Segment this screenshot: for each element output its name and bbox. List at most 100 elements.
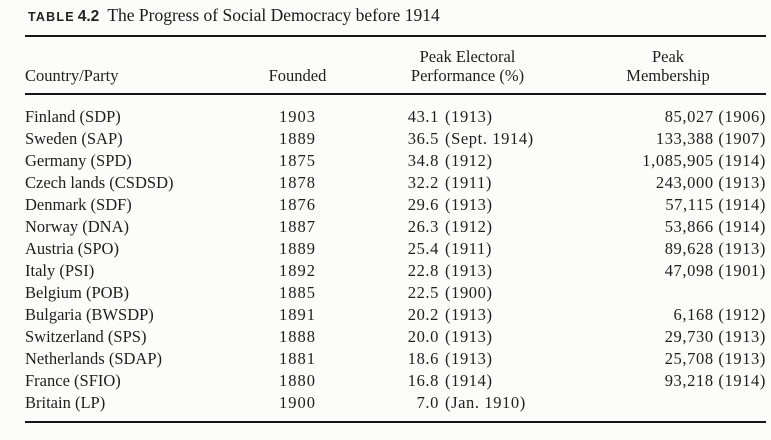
membership-cell: 243,000 (1913) xyxy=(655,173,766,192)
electoral-value: 22.8 xyxy=(407,261,439,280)
founded-cell: 1900 xyxy=(279,393,316,412)
membership-cell: 53,866 (1914) xyxy=(664,217,766,236)
electoral-date: (1900) xyxy=(445,283,493,302)
membership-cell: 29,730 (1913) xyxy=(664,327,766,346)
electoral-value: 29.6 xyxy=(407,195,439,214)
electoral-cell: 36.5 (Sept. 1914) xyxy=(365,128,570,150)
membership-cell: 25,708 (1913) xyxy=(664,349,766,368)
electoral-value: 43.1 xyxy=(407,107,439,126)
electoral-value: 18.6 xyxy=(407,349,439,368)
country-cell: Belgium (POB) xyxy=(25,283,130,302)
country-cell: Czech lands (CSDSD) xyxy=(25,173,174,192)
electoral-cell: 18.6 (1913) xyxy=(365,348,570,370)
table-row: Finland (SDP) 1903 43.1 (1913) 85,027 (19… xyxy=(25,94,766,128)
electoral-date: (1913) xyxy=(445,107,493,126)
electoral-value: 25.4 xyxy=(407,239,439,258)
electoral-cell: 29.6 (1913) xyxy=(365,194,570,216)
electoral-date: (1913) xyxy=(445,305,493,324)
membership-cell: 133,388 (1907) xyxy=(655,129,766,148)
electoral-date: (1913) xyxy=(445,349,493,368)
electoral-date: (1912) xyxy=(445,151,493,170)
country-cell: Bulgaria (BWSDP) xyxy=(25,305,154,324)
electoral-value: 22.5 xyxy=(407,283,439,302)
country-cell: Switzerland (SPS) xyxy=(25,327,147,346)
founded-cell: 1880 xyxy=(279,371,316,390)
table-label: TABLE xyxy=(28,10,75,24)
founded-cell: 1888 xyxy=(279,327,316,346)
electoral-cell: 16.8 (1914) xyxy=(365,370,570,392)
country-cell: Italy (PSI) xyxy=(25,261,95,280)
country-cell: France (SFIO) xyxy=(25,371,121,390)
founded-cell: 1891 xyxy=(279,305,316,324)
membership-cell: 57,115 (1914) xyxy=(665,195,766,214)
electoral-date: (Sept. 1914) xyxy=(445,129,534,148)
electoral-value: 20.0 xyxy=(407,327,439,346)
electoral-cell: 32.2 (1911) xyxy=(365,172,570,194)
electoral-date: (1912) xyxy=(445,217,493,236)
table-row: Britain (LP) 1900 7.0 (Jan. 1910) xyxy=(25,392,766,422)
founded-cell: 1887 xyxy=(279,217,316,236)
header-line: Peak Electoral xyxy=(419,47,516,66)
electoral-value: 34.8 xyxy=(407,151,439,170)
country-cell: Denmark (SDF) xyxy=(25,195,132,214)
electoral-cell: 22.8 (1913) xyxy=(365,260,570,282)
table-row: Switzerland (SPS) 1888 20.0 (1913) 29,730… xyxy=(25,326,766,348)
founded-cell: 1903 xyxy=(279,107,316,126)
electoral-date: (Jan. 1910) xyxy=(445,393,526,412)
electoral-cell: 22.5 (1900) xyxy=(365,282,570,304)
electoral-date: (1911) xyxy=(445,173,492,192)
founded-cell: 1889 xyxy=(279,129,316,148)
table-header: Country/Party Founded Peak Electoral Per… xyxy=(25,36,766,95)
electoral-cell: 20.0 (1913) xyxy=(365,326,570,348)
table-row: Italy (PSI) 1892 22.8 (1913) 47,098 (1901… xyxy=(25,260,766,282)
founded-cell: 1878 xyxy=(279,173,316,192)
country-cell: Netherlands (SDAP) xyxy=(25,349,163,368)
membership-cell: 47,098 (1901) xyxy=(664,261,766,280)
founded-cell: 1889 xyxy=(279,239,316,258)
table-row: Netherlands (SDAP) 1881 18.6 (1913) 25,70… xyxy=(25,348,766,370)
table-row: Austria (SPO) 1889 25.4 (1911) 89,628 (19… xyxy=(25,238,766,260)
founded-cell: 1875 xyxy=(279,151,316,170)
table-row: Czech lands (CSDSD) 1878 32.2 (1911) 243,… xyxy=(25,172,766,194)
electoral-value: 7.0 xyxy=(416,393,439,412)
electoral-date: (1913) xyxy=(445,261,493,280)
header-line: Performance (%) xyxy=(410,66,525,85)
table-title: TABLE 4.2 The Progress of Social Democracy… xyxy=(28,5,771,31)
table-row: Germany (SPD) 1875 34.8 (1912) 1,085,905 … xyxy=(25,150,766,172)
electoral-date: (1913) xyxy=(445,195,493,214)
table-title-text: The Progress of Social Democracy before … xyxy=(107,5,440,25)
table-row: Bulgaria (BWSDP) 1891 20.2 (1913) 6,168 (… xyxy=(25,304,766,326)
social-democracy-table: Country/Party Founded Peak Electoral Per… xyxy=(25,35,766,423)
country-cell: Britain (LP) xyxy=(25,393,106,412)
header-line: Peak xyxy=(651,47,685,66)
membership-cell xyxy=(570,282,766,304)
electoral-date: (1914) xyxy=(445,371,493,390)
header-line: Founded xyxy=(268,66,327,85)
founded-cell: 1881 xyxy=(279,349,316,368)
country-cell: Austria (SPO) xyxy=(25,239,119,258)
country-cell: Germany (SPD) xyxy=(25,151,132,170)
table-body: Finland (SDP) 1903 43.1 (1913) 85,027 (19… xyxy=(25,94,766,422)
header-founded: Founded xyxy=(230,36,365,95)
membership-cell: 85,027 (1906) xyxy=(664,107,766,126)
table-row: Norway (DNA) 1887 26.3 (1912) 53,866 (191… xyxy=(25,216,766,238)
founded-cell: 1876 xyxy=(279,195,316,214)
electoral-cell: 25.4 (1911) xyxy=(365,238,570,260)
electoral-value: 26.3 xyxy=(407,217,439,236)
country-cell: Sweden (SAP) xyxy=(25,129,123,148)
electoral-value: 36.5 xyxy=(407,129,439,148)
electoral-cell: 34.8 (1912) xyxy=(365,150,570,172)
electoral-date: (1913) xyxy=(445,327,493,346)
founded-cell: 1892 xyxy=(279,261,316,280)
table-row: France (SFIO) 1880 16.8 (1914) 93,218 (19… xyxy=(25,370,766,392)
membership-cell: 1,085,905 (1914) xyxy=(642,151,766,170)
table-row: Denmark (SDF) 1876 29.6 (1913) 57,115 (19… xyxy=(25,194,766,216)
membership-cell: 93,218 (1914) xyxy=(664,371,766,390)
country-cell: Finland (SDP) xyxy=(25,107,121,126)
electoral-value: 32.2 xyxy=(407,173,439,192)
table-row: Belgium (POB) 1885 22.5 (1900) xyxy=(25,282,766,304)
header-peak-electoral: Peak Electoral Performance (%) xyxy=(365,36,570,95)
header-peak-membership: Peak Membership xyxy=(570,36,766,95)
header-line: Membership xyxy=(626,66,710,85)
